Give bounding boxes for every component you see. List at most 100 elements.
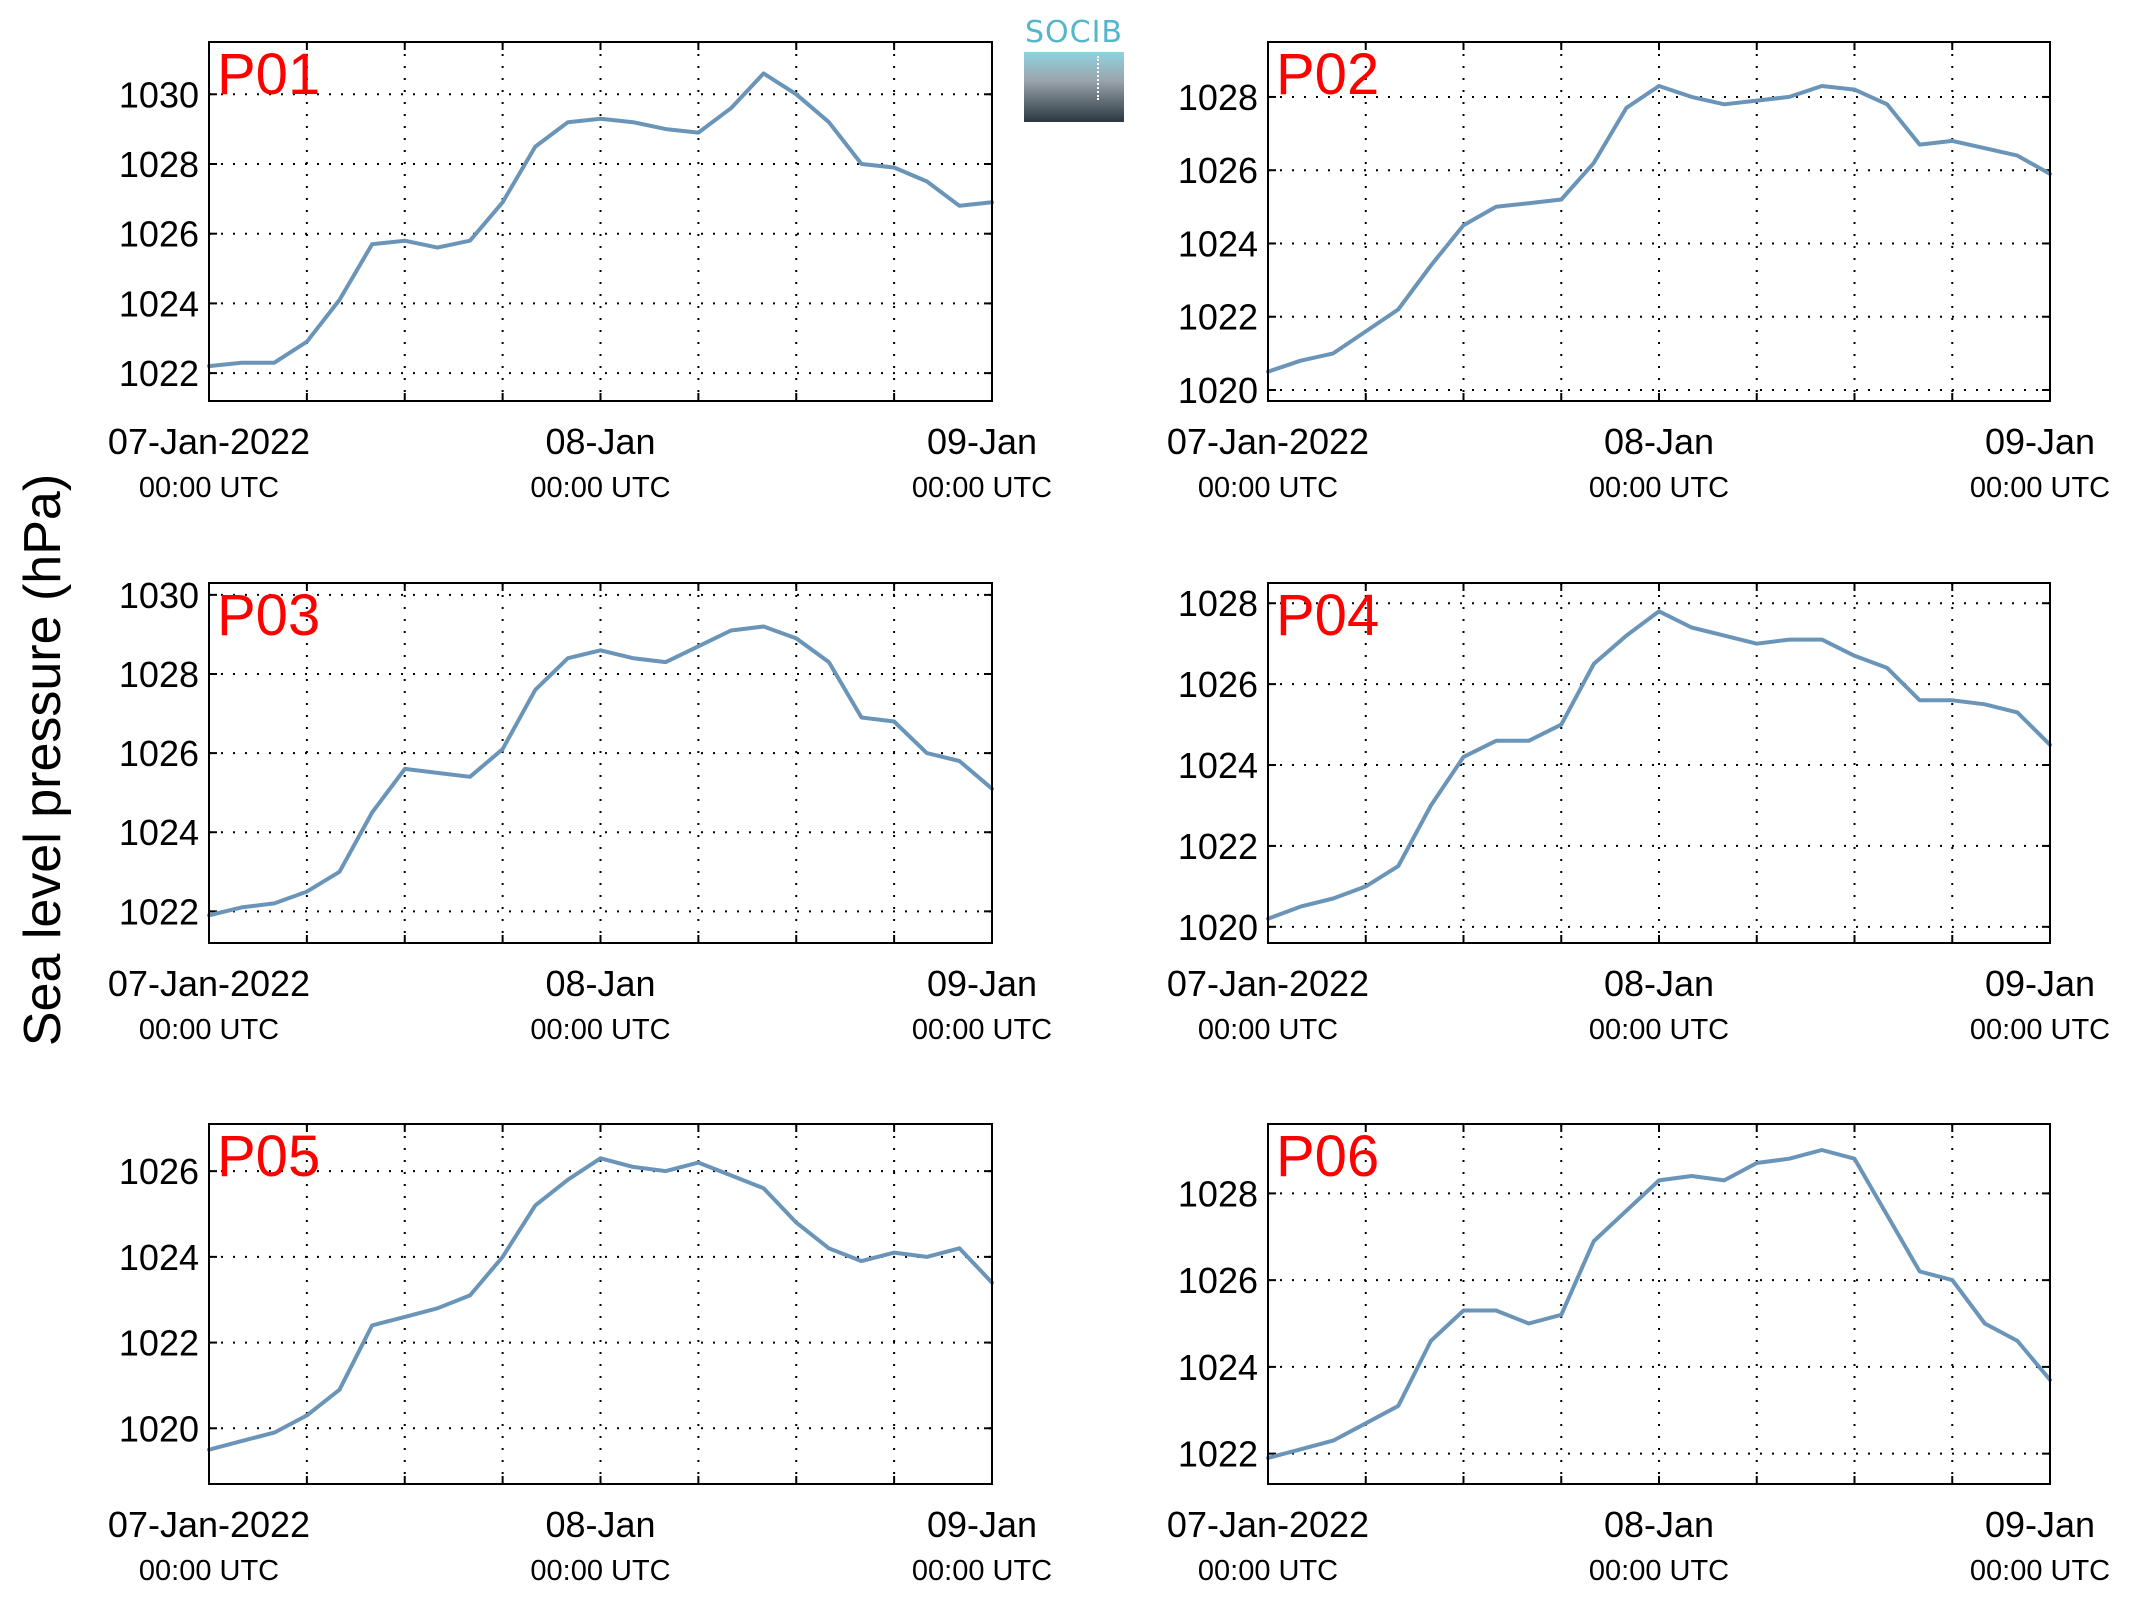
data-point [1593, 162, 1595, 164]
data-point [339, 1389, 340, 1391]
data-point [567, 657, 569, 659]
data-point [893, 720, 895, 722]
x-tick-sublabel: 00:00 UTC [1198, 472, 1338, 504]
data-point [926, 1256, 928, 1258]
y-tick-label: 1026 [119, 1151, 199, 1192]
y-tick-label: 1022 [1178, 826, 1258, 867]
data-point [632, 1166, 634, 1168]
data-point [371, 811, 373, 813]
x-tick-label: 09-Jan [1985, 1504, 2095, 1545]
data-point [1919, 699, 1921, 701]
panel-label: P03 [217, 583, 320, 648]
data-point [1854, 655, 1855, 657]
data-point [241, 1440, 243, 1442]
data-point [1658, 610, 1660, 612]
y-tick-label: 1024 [1178, 223, 1258, 264]
y-tick-label: 1030 [119, 74, 199, 115]
data-point [1300, 360, 1302, 362]
series-line [1266, 84, 2052, 374]
data-point [339, 299, 340, 301]
data-point [534, 689, 536, 691]
data-point [697, 645, 699, 647]
y-tick-label: 1028 [119, 654, 199, 695]
panel-label: P06 [1276, 1124, 1379, 1189]
data-point [1560, 1314, 1562, 1316]
data-point [1625, 107, 1627, 109]
data-point [1919, 1270, 1921, 1272]
data-point [861, 163, 862, 165]
data-point [1723, 635, 1725, 637]
plot-frame [208, 1123, 993, 1485]
data-point [306, 1414, 308, 1416]
data-point [1821, 639, 1823, 641]
data-point [1756, 100, 1758, 102]
data-point [1951, 140, 1953, 142]
data-point [1886, 103, 1888, 105]
x-tick-sublabel: 00:00 UTC [912, 1555, 1052, 1587]
plot-frame [1267, 41, 2051, 402]
data-point [958, 760, 960, 762]
data-point [697, 132, 699, 134]
data-point [1397, 1405, 1399, 1407]
y-tick-label: 1020 [1178, 370, 1258, 411]
data-point [404, 240, 406, 242]
panel-p06: 1022 1024 1026 1028 P06 07-Jan-2022 00:00 UTC 0… [1167, 1123, 2110, 1587]
data-point [1332, 352, 1334, 354]
x-tick-sublabel: 00:00 UTC [1589, 1555, 1729, 1587]
panel-label: P04 [1276, 583, 1379, 648]
data-point [1430, 1340, 1432, 1342]
y-tick-label: 1022 [1178, 1434, 1258, 1475]
y-tick-label: 1022 [119, 353, 199, 394]
x-tick-label: 07-Jan-2022 [108, 963, 310, 1004]
y-tick-label: 1022 [1178, 297, 1258, 338]
data-point [1332, 898, 1334, 900]
logo-graphic [1024, 52, 1124, 122]
data-point [861, 717, 862, 719]
data-point [1300, 906, 1302, 908]
data-point [1756, 1162, 1758, 1164]
x-tick-sublabel: 00:00 UTC [139, 472, 279, 504]
data-point [1723, 1179, 1725, 1181]
data-point [2016, 1340, 2018, 1342]
y-tick-label: 1024 [119, 283, 199, 324]
x-tick-label: 07-Jan-2022 [1167, 421, 1369, 462]
data-point [1560, 199, 1562, 201]
data-point [2016, 155, 2018, 157]
data-point [306, 891, 308, 893]
x-tick-label: 09-Jan [1985, 963, 2095, 1004]
data-point [600, 1157, 601, 1159]
panel-p03: 1022 1024 1026 1028 1030 P03 07-Jan-2022 00:00 … [108, 575, 1052, 1046]
data-point [828, 1247, 830, 1249]
data-point [600, 118, 601, 120]
panel-p01: 1022 1024 1026 1028 1030 P01 07-Jan-2022 00:00 … [108, 41, 1052, 504]
x-tick-label: 08-Jan [545, 1504, 655, 1545]
data-point [1984, 703, 1986, 705]
data-point [1365, 330, 1367, 332]
data-point [1463, 224, 1464, 226]
panel-p05: 1020 1022 1024 1026 P05 07-Jan-2022 00:00 UTC 0… [108, 1123, 1052, 1587]
data-point [1821, 1149, 1823, 1151]
data-point [1495, 740, 1497, 742]
data-point [730, 107, 732, 109]
data-point [1984, 1323, 1986, 1325]
data-point [1625, 635, 1627, 637]
data-point [1430, 264, 1432, 266]
data-point [371, 243, 373, 245]
x-tick-label: 08-Jan [545, 421, 655, 462]
y-tick-label: 1028 [1178, 77, 1258, 118]
data-point [632, 657, 634, 659]
data-point [436, 247, 438, 249]
data-point [502, 201, 504, 203]
data-point [828, 661, 830, 663]
socib-logo: SOCIB [1024, 16, 1124, 122]
data-point [1430, 804, 1432, 806]
x-tick-label: 07-Jan-2022 [108, 1504, 310, 1545]
data-point [2016, 711, 2018, 713]
y-tick-label: 1020 [119, 1408, 199, 1449]
data-point [1625, 1210, 1627, 1212]
x-tick-sublabel: 00:00 UTC [1970, 1555, 2110, 1587]
x-tick-label: 07-Jan-2022 [108, 421, 310, 462]
data-point [958, 205, 960, 207]
x-tick-label: 07-Jan-2022 [1167, 963, 1369, 1004]
